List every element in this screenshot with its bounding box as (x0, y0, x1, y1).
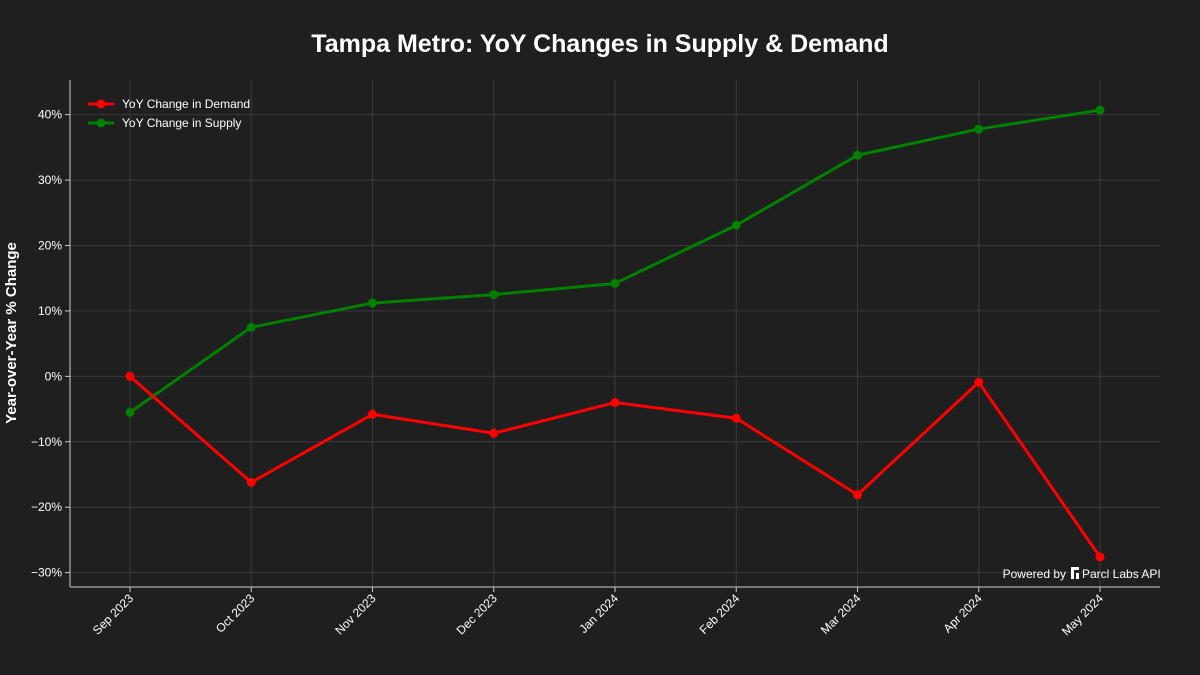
chart-title: Tampa Metro: YoY Changes in Supply & Dem… (311, 30, 888, 58)
x-tick-label: Apr 2024 (941, 591, 986, 636)
x-tick-label: Dec 2023 (454, 591, 500, 637)
data-point (246, 477, 256, 487)
data-point (489, 428, 499, 438)
y-tick-label: 10% (38, 304, 62, 318)
x-tick-label: Sep 2023 (90, 591, 136, 637)
legend-marker (96, 99, 106, 109)
x-tick-label: Nov 2023 (332, 591, 378, 637)
legend-item: YoY Change in Supply (88, 116, 241, 130)
y-tick-label: 0% (45, 369, 63, 383)
data-point (853, 150, 862, 160)
y-tick-label: 30% (38, 173, 62, 187)
series-supply (125, 105, 1105, 417)
y-tick-label: −10% (31, 435, 62, 449)
data-point (368, 409, 377, 419)
data-series (125, 105, 1105, 562)
data-point (610, 398, 620, 408)
data-point (731, 220, 741, 230)
x-tick-label: Feb 2024 (697, 591, 743, 637)
x-tick-label: Jan 2024 (576, 591, 621, 636)
data-point (125, 371, 135, 381)
x-tick-labels: Sep 2023 Oct 2023 Nov 2023 Dec 2023 Jan 2024… (90, 591, 1106, 638)
data-point (974, 124, 984, 134)
y-axis-label: Year-over-Year % Change (3, 242, 20, 424)
data-point (610, 278, 620, 288)
legend-marker (96, 118, 106, 128)
legend: YoY Change in Demand YoY Change in Supply (88, 97, 250, 130)
y-tick-label: −20% (31, 500, 62, 514)
series-demand (125, 371, 1105, 562)
data-point (489, 290, 499, 300)
data-point (368, 298, 377, 308)
legend-label: YoY Change in Demand (122, 97, 250, 111)
y-tick-label: 20% (38, 239, 62, 253)
data-point (1095, 552, 1105, 562)
legend-item: YoY Change in Demand (88, 97, 250, 111)
watermark: Powered by Parcl Labs API (1003, 567, 1161, 581)
axes (65, 80, 1160, 592)
y-tick-label: 40% (38, 108, 62, 122)
data-point (731, 413, 741, 423)
x-tick-label: Mar 2024 (818, 591, 864, 637)
data-point (246, 322, 256, 332)
data-point (1095, 105, 1105, 115)
watermark-prefix: Powered by (1003, 567, 1066, 581)
grid-lines (70, 80, 1160, 587)
y-tick-labels: −30% −20% −10% 0% 10% 20% 30% 40% (31, 108, 62, 580)
x-tick-label: Oct 2023 (213, 591, 258, 636)
x-tick-label: May 2024 (1059, 591, 1106, 638)
y-tick-label: −30% (31, 566, 62, 580)
watermark-brand: Parcl Labs API (1082, 567, 1161, 581)
data-point (974, 377, 984, 387)
data-point (853, 490, 862, 500)
parcl-logo-icon (1071, 567, 1079, 579)
legend-label: YoY Change in Supply (122, 116, 241, 130)
data-point (125, 407, 135, 417)
